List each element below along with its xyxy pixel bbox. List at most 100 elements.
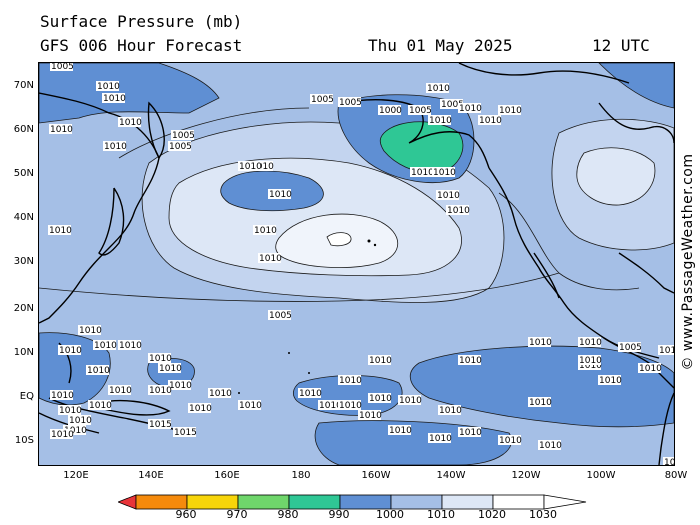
pressure-map-canvas: 1005101010101010100510101010100510101010… [39,63,674,465]
colorbar-level-label: 990 [328,508,350,521]
isobar-label: 1015 [664,458,674,465]
isobar-label: 1010 [251,162,274,172]
isobar-label: 1010 [269,190,292,200]
isobar-label-bg [258,253,281,263]
isobar-label: 1010 [189,404,212,414]
isobar-label: 1010 [459,428,482,438]
lon-label: 160W [361,470,391,481]
isobar-label-bg [58,345,81,355]
isobar-label-bg [438,405,461,415]
isobar-label: 1010 [579,361,602,371]
isobar-label-bg [238,400,261,410]
isobar-label-bg [48,225,71,235]
isobar-label: 1010 [659,346,674,356]
isobar-label: 1005 [339,98,362,108]
isobar-label: 1010 [59,406,82,416]
isobar-label: 1010 [103,94,126,104]
isobar-label-bg [58,405,81,415]
isobar-label: 1010 [49,226,72,236]
isobar-1010-east [498,192,640,291]
isobar-label: 1010 [529,338,552,348]
colorbar-swatch [135,494,188,510]
isobar-label-bg [478,115,501,125]
isobar-label-bg [638,363,661,373]
lon-label: 120E [63,470,89,481]
forecast-date: Thu 01 May 2025 [368,36,513,55]
isobar-label-bg [338,400,361,410]
colorbar-arrow-low [118,494,137,510]
isobar-label-bg [458,355,481,365]
colorbar-level-label: 1000 [376,508,404,521]
lat-label: 30N [13,256,34,267]
colorbar-swatch [339,494,392,510]
isobar-label-bg [663,457,674,465]
band-1005-northeast [598,63,674,109]
isobar-label: 1010 [149,386,172,396]
isobar-label-bg [440,99,463,109]
isobar-label-bg [86,365,109,375]
isobar-label-bg [171,130,194,140]
isobar-label: 1015 [174,428,197,438]
isobar-label-bg [598,375,621,385]
isobar-label: 1010 [50,125,73,135]
colorbar-swatch [237,494,290,510]
lon-label: 180 [291,470,311,481]
isobar-label-bg [158,363,181,373]
isobar-label: 1010 [79,326,102,336]
isobar-label-bg [102,93,125,103]
isobar-label: 1005 [409,106,432,116]
isobar-label-bg [148,385,171,395]
isobar-label-bg [208,388,231,398]
lon-label: 160E [214,470,240,481]
isobar-label-bg [446,205,469,215]
isobar-label-bg [578,337,601,347]
isobar-label: 1005 [172,131,195,141]
isobar-label-bg [498,105,521,115]
isobar-label: 1010 [159,364,182,374]
isobar-label: 1010 [339,376,362,386]
isobar-label: 1010 [87,366,110,376]
isobar-label: 1010 [239,162,262,172]
isobar-label-bg [310,94,333,104]
isobar-label-bg [168,380,191,390]
isobar-label-bg [188,403,211,413]
colorbar-level-label: 980 [277,508,299,521]
colorbar-level-label: 1030 [529,508,557,521]
isobar-label: 1010 [104,142,127,152]
isobar-label: 1005 [169,142,192,152]
islands [238,239,377,394]
isobar-label: 1010 [639,364,662,374]
isobar-label-bg [338,97,361,107]
isobar-label-bg [148,353,171,363]
isobar-label: 1010 [369,356,392,366]
isobar-label-bg [358,410,381,420]
isobar-label: 1010 [579,356,602,366]
isobar-label: 1005 [311,95,334,105]
isobar-label: 1005 [51,63,74,72]
isobar-label-bg [50,429,73,439]
isobar-label-bg [398,395,421,405]
isobar-label: 1010 [319,401,342,411]
isobar-label: 1010 [339,401,362,411]
isobar-label-bg [168,141,191,151]
isobar-label: 1010 [439,406,462,416]
isobar-label-bg [49,124,72,134]
isobar-label: 1010 [437,191,460,201]
colorbar-swatch [390,494,443,510]
lat-label: 70N [13,80,34,91]
band-1030-center [326,232,352,247]
isobar-label: 1010 [433,168,456,178]
chart-title: Surface Pressure (mb) [40,12,243,31]
isobar-label-bg [238,161,261,171]
lon-label: 80W [664,470,688,481]
colorbar-level-label: 960 [175,508,197,521]
isobar-label-bg [268,189,291,199]
isobar-label-bg [408,105,431,115]
isobar-label-bg [410,167,433,177]
isobar-label-bg [88,400,111,410]
isobar-label-bg [173,427,196,437]
isobar-label-bg [368,355,391,365]
isobar-label: 1010 [411,168,434,178]
isobar-label-bg [63,425,86,435]
isobar-label: 1010 [299,389,322,399]
